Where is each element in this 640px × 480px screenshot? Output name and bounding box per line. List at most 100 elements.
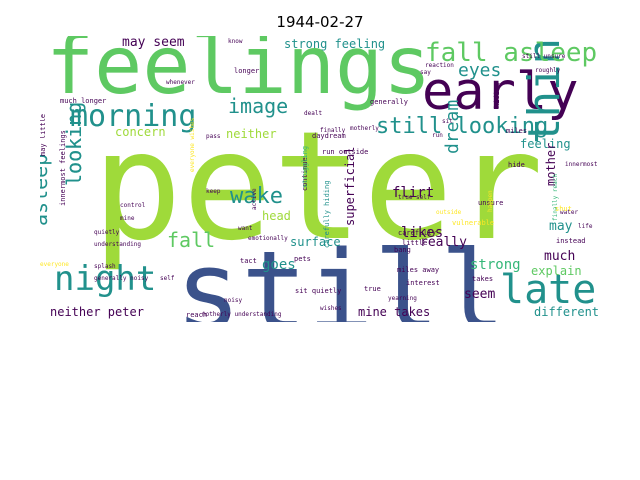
cloud-word: hiding <box>493 82 501 108</box>
cloud-word: really <box>420 235 467 250</box>
cloud-word: likes <box>401 225 444 241</box>
cloud-word: active <box>251 188 258 210</box>
cloud-word: reaction <box>425 62 454 69</box>
cloud-word: feelings <box>46 36 432 112</box>
cloud-word: instead <box>556 237 586 245</box>
cloud-word: unsure <box>478 199 504 207</box>
cloud-word: takes <box>472 275 494 283</box>
cloud-word: want <box>238 225 253 232</box>
cloud-word: happen <box>487 190 494 212</box>
cloud-word: image <box>228 94 289 118</box>
cloud-word: much <box>544 249 576 264</box>
cloud-word: run outside <box>322 148 369 156</box>
cloud-word: mine <box>120 215 135 222</box>
cloud-word: miles away <box>397 266 440 274</box>
cloud-word: true <box>364 285 381 293</box>
cloud-word: explain <box>531 264 582 278</box>
cloud-word: may seem <box>122 36 185 50</box>
cloud-word: goes <box>262 257 296 273</box>
cloud-word: different <box>534 305 600 319</box>
cloud-word: everyone <box>40 261 69 268</box>
cloud-word: carefully hiding <box>323 180 331 248</box>
cloud-word: understanding <box>94 241 141 248</box>
cloud-word: pets <box>294 255 311 263</box>
cloud-word: sit quietly <box>295 287 342 295</box>
cloud-word: strong <box>470 257 521 273</box>
cloud-word: night <box>54 259 157 299</box>
cloud-word: fall <box>167 228 216 252</box>
cloud-word: feeling <box>520 137 571 151</box>
cloud-word: superficial <box>343 146 357 226</box>
cloud-word: shut <box>555 205 572 213</box>
cloud-word: mine takes <box>358 305 431 319</box>
cloud-word: motherly understanding <box>202 311 282 318</box>
cloud-word: sit <box>442 118 453 125</box>
cloud-word: run <box>432 132 443 139</box>
cloud-word: motherly <box>350 125 379 132</box>
cloud-word: surface <box>290 235 341 249</box>
cloud-word: neither peter <box>50 305 144 319</box>
cloud-word: still unsure <box>522 53 566 60</box>
cloud-word: roughly <box>535 67 561 74</box>
cloud-word: asleep <box>40 153 52 226</box>
cloud-word: outside <box>436 209 462 216</box>
cloud-word: may little <box>40 113 47 156</box>
cloud-word: generally <box>370 98 408 106</box>
cloud-word: wake <box>230 184 283 209</box>
cloud-word: life <box>578 223 593 230</box>
cloud-word: struggling <box>301 145 309 188</box>
cloud-word: control <box>120 202 146 209</box>
cloud-word: whenever <box>166 79 195 86</box>
cloud-word: hide <box>508 161 525 169</box>
cloud-word: finally reach <box>552 174 559 221</box>
cloud-word: morning <box>70 99 197 134</box>
cloud-word: tact <box>240 257 257 265</box>
cloud-word: wishes <box>320 305 342 312</box>
cloud-word: reach <box>186 311 208 319</box>
cloud-word: know <box>228 38 243 45</box>
cloud-word: fall asleep <box>425 38 598 68</box>
cloud-word: may <box>549 219 573 234</box>
cloud-word: concern <box>115 125 166 139</box>
cloud-word: miles <box>506 127 528 135</box>
cloud-word: daydream <box>312 132 346 140</box>
cloud-word: pass <box>206 133 221 140</box>
cloud-word: neither <box>226 127 277 141</box>
plot-title: 1944-02-27 <box>276 13 364 31</box>
cloud-word: dealt <box>304 110 323 117</box>
cloud-word: strong feeling <box>284 37 386 51</box>
cloud-word: dream <box>442 99 463 154</box>
cloud-word: peter <box>92 100 544 274</box>
cloud-word: still looking <box>376 114 549 139</box>
cloud-word: water <box>560 209 579 216</box>
cloud-word: still <box>175 227 507 322</box>
cloud-word: noisy <box>224 297 243 304</box>
cloud-word: say <box>420 69 431 76</box>
cloud-word: finally <box>320 127 346 134</box>
cloud-word: early <box>422 62 579 122</box>
cloud-word: innermost <box>565 161 598 168</box>
cloud-word: yearning <box>388 295 417 302</box>
cloud-word: bang <box>394 246 411 254</box>
cloud-word: longer <box>234 67 260 75</box>
cloud-word: vulnerable <box>452 219 495 227</box>
cloud-word: seem <box>464 287 496 302</box>
cloud-word: flirt <box>392 185 435 201</box>
cloud-word: innermost feelings <box>59 130 67 206</box>
cloud-word: keep <box>206 188 221 195</box>
cloud-word: splash <box>94 263 116 270</box>
cloud-word: self <box>160 275 175 282</box>
cloud-word: quietly <box>94 229 120 236</box>
cloud-word: true self <box>398 194 431 201</box>
word-cloud: peter still feelings early think late night mor… <box>40 36 612 322</box>
cloud-word: interest <box>406 279 440 287</box>
cloud-word: emotionally <box>248 235 288 242</box>
cloud-word: much longer <box>60 97 107 105</box>
cloud-word: eyes <box>458 60 502 81</box>
cloud-word: little <box>402 239 428 247</box>
cloud-word: looking <box>62 101 86 186</box>
cloud-word: generally noisy <box>94 275 149 282</box>
cloud-word: carefully <box>398 229 436 237</box>
cloud-word: head <box>262 209 291 223</box>
cloud-word: everyone wishes <box>189 117 196 172</box>
